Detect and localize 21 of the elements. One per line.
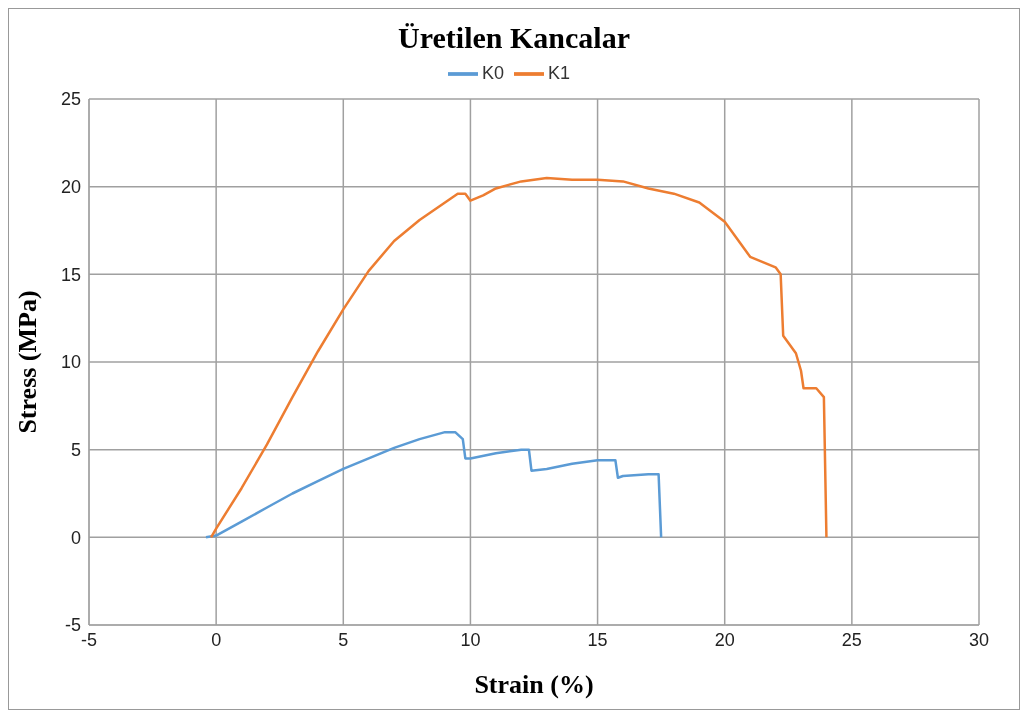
y-tick-label: 25 bbox=[60, 89, 81, 110]
x-tick-label: 30 bbox=[968, 629, 990, 650]
y-tick-label: 15 bbox=[60, 264, 81, 285]
legend-label: K0 bbox=[481, 62, 504, 83]
y-axis-title: Stress (MPa) bbox=[13, 290, 43, 434]
line-series bbox=[209, 176, 828, 539]
x-tick-label: 20 bbox=[714, 629, 735, 650]
x-tick-label: 5 bbox=[338, 629, 349, 650]
line-series bbox=[204, 430, 663, 539]
x-tick-label: 10 bbox=[460, 629, 481, 650]
x-axis-title: Strain (%) bbox=[474, 670, 594, 699]
legend-label: K1 bbox=[548, 62, 571, 83]
chart-title: Üretilen Kancalar bbox=[397, 21, 631, 55]
y-tick-label: 10 bbox=[60, 352, 81, 373]
x-tick-label: 15 bbox=[587, 629, 608, 650]
y-tick-label: -5 bbox=[64, 615, 81, 636]
y-tick-label: 20 bbox=[60, 177, 81, 198]
y-tick-label: 5 bbox=[70, 440, 81, 461]
x-tick-label: 25 bbox=[841, 629, 862, 650]
y-tick-label: 0 bbox=[70, 527, 81, 548]
x-tick-label: 0 bbox=[211, 629, 222, 650]
